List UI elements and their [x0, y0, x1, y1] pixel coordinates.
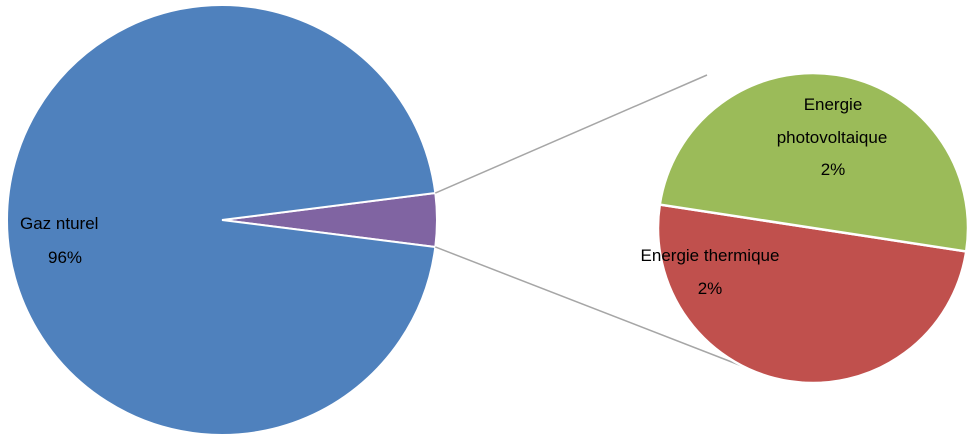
main-slice-gaz-naturel [6, 4, 437, 435]
label-th-name: Energie thermique [641, 246, 780, 265]
main-pie [6, 4, 438, 435]
connector-line-bottom [435, 246, 743, 367]
label-th-value: 2% [698, 279, 723, 298]
connector-line-top [435, 74, 708, 194]
label-pv-name-2: photovoltaique [777, 128, 888, 147]
connector-lines [435, 74, 743, 367]
secondary-pie [656, 71, 969, 385]
label-gaz-value: 96% [48, 248, 82, 267]
label-pv-name-1: Energie [804, 95, 863, 114]
label-pv-value: 2% [821, 160, 846, 179]
label-gaz-name: Gaz nturel [20, 214, 98, 233]
secondary-slice-energie-thermique [656, 203, 968, 385]
secondary-slice-energie-photovoltaique [658, 71, 969, 253]
